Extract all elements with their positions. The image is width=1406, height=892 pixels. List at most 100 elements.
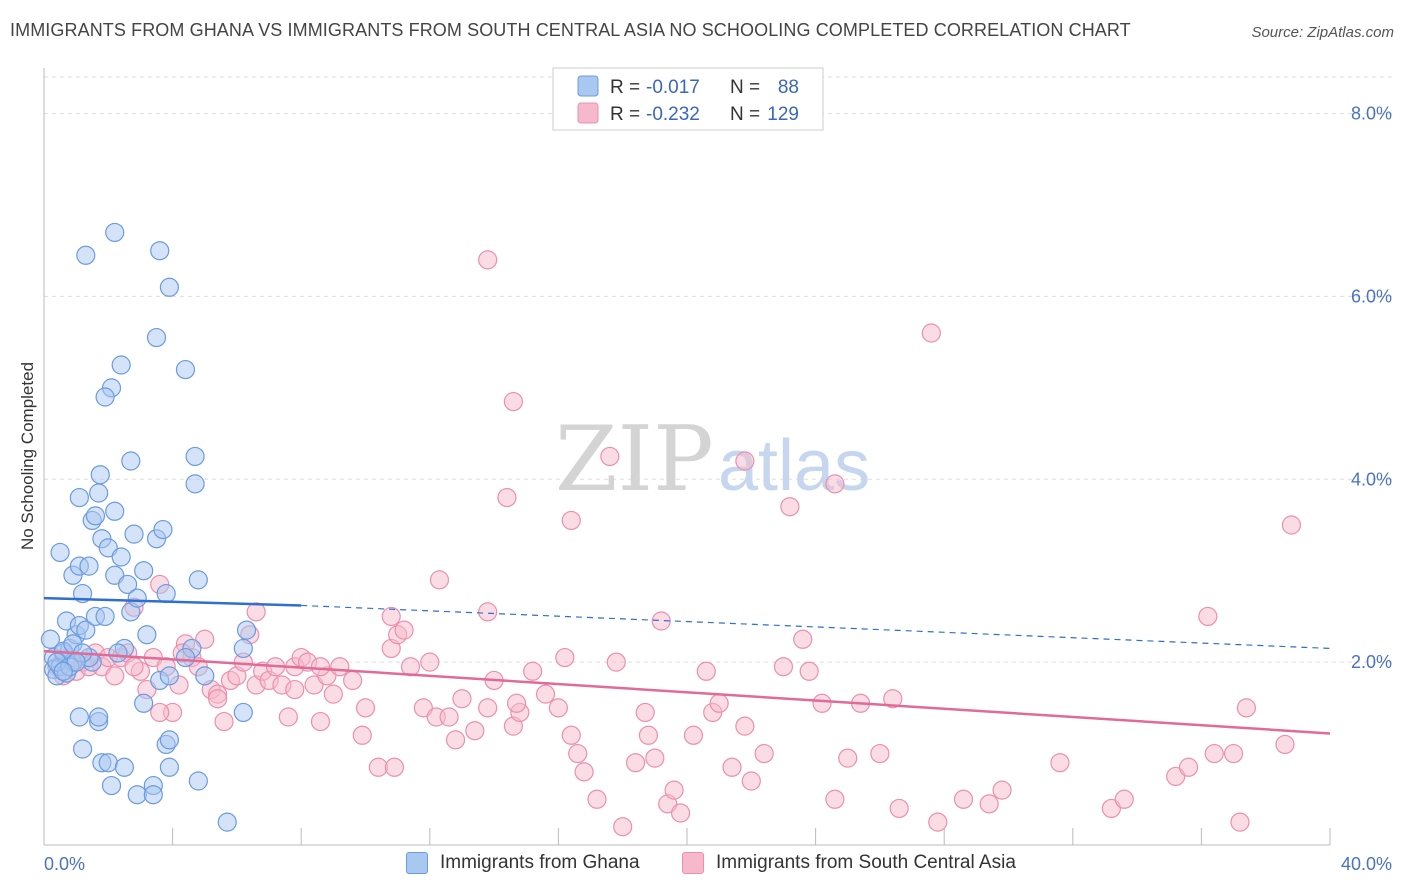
scatter-point-blue[interactable]	[117, 574, 138, 595]
scatter-point-pink[interactable]	[1178, 757, 1199, 777]
scatter-point-blue[interactable]	[159, 666, 179, 686]
scatter-point-pink[interactable]	[445, 730, 466, 750]
scatter-point-blue[interactable]	[233, 638, 253, 659]
scatter-point-pink[interactable]	[921, 323, 941, 343]
scatter-point-pink[interactable]	[613, 817, 633, 837]
scatter-point-pink[interactable]	[429, 570, 450, 590]
scatter-point-blue[interactable]	[40, 629, 61, 649]
scatter-point-pink[interactable]	[150, 702, 170, 723]
scatter-point-pink[interactable]	[330, 657, 350, 677]
scatter-point-pink[interactable]	[381, 606, 401, 627]
scatter-point-blue[interactable]	[114, 757, 134, 777]
scatter-point-blue[interactable]	[127, 588, 147, 608]
scatter-point-pink[interactable]	[825, 789, 845, 809]
scatter-point-blue[interactable]	[175, 359, 196, 380]
scatter-point-pink[interactable]	[497, 487, 517, 508]
scatter-point-blue[interactable]	[159, 757, 179, 777]
scatter-point-blue[interactable]	[134, 561, 154, 581]
scatter-point-pink[interactable]	[773, 657, 794, 677]
scatter-point-blue[interactable]	[127, 785, 147, 805]
scatter-point-pink[interactable]	[568, 743, 588, 764]
scatter-point-blue[interactable]	[53, 661, 73, 681]
scatter-point-pink[interactable]	[838, 748, 858, 768]
scatter-point-pink[interactable]	[625, 753, 646, 773]
scatter-point-pink[interactable]	[384, 757, 405, 777]
scatter-point-pink[interactable]	[208, 689, 228, 709]
scatter-point-blue[interactable]	[185, 474, 205, 494]
scatter-point-blue[interactable]	[188, 570, 208, 590]
scatter-point-pink[interactable]	[754, 743, 774, 764]
scatter-point-pink[interactable]	[465, 721, 485, 741]
scatter-point-pink[interactable]	[638, 725, 659, 745]
scatter-point-blue[interactable]	[146, 327, 167, 348]
scatter-point-pink[interactable]	[507, 693, 527, 713]
scatter-point-blue[interactable]	[121, 451, 141, 471]
scatter-point-pink[interactable]	[1230, 812, 1250, 832]
scatter-point-pink[interactable]	[439, 707, 459, 727]
scatter-point-pink[interactable]	[561, 725, 581, 745]
scatter-point-pink[interactable]	[979, 794, 999, 814]
scatter-point-blue[interactable]	[111, 355, 131, 375]
scatter-point-pink[interactable]	[503, 391, 523, 412]
scatter-point-pink[interactable]	[709, 693, 729, 713]
scatter-point-pink[interactable]	[1050, 753, 1070, 773]
scatter-point-pink[interactable]	[883, 689, 903, 709]
scatter-point-blue[interactable]	[195, 666, 215, 686]
scatter-point-pink[interactable]	[105, 666, 125, 686]
scatter-point-pink[interactable]	[343, 670, 363, 691]
scatter-point-pink[interactable]	[478, 698, 498, 718]
scatter-point-blue[interactable]	[236, 620, 257, 640]
scatter-point-pink[interactable]	[124, 657, 144, 677]
scatter-point-pink[interactable]	[696, 661, 716, 681]
scatter-point-blue[interactable]	[105, 222, 125, 243]
legend-item-sca[interactable]: Immigrants from South Central Asia	[682, 852, 1016, 874]
scatter-point-pink[interactable]	[1204, 743, 1224, 764]
scatter-point-pink[interactable]	[1198, 606, 1218, 627]
scatter-point-pink[interactable]	[793, 629, 813, 649]
scatter-point-pink[interactable]	[523, 661, 543, 681]
scatter-point-blue[interactable]	[79, 556, 99, 576]
scatter-point-blue[interactable]	[98, 753, 118, 773]
scatter-point-blue[interactable]	[85, 506, 106, 526]
scatter-point-blue[interactable]	[69, 487, 89, 508]
scatter-point-pink[interactable]	[645, 748, 665, 768]
scatter-point-pink[interactable]	[1114, 789, 1134, 809]
scatter-point-pink[interactable]	[246, 602, 266, 622]
scatter-point-pink[interactable]	[555, 647, 575, 668]
scatter-point-pink[interactable]	[741, 771, 761, 791]
scatter-point-blue[interactable]	[185, 446, 205, 467]
scatter-point-pink[interactable]	[214, 711, 234, 732]
scatter-point-blue[interactable]	[89, 707, 109, 727]
scatter-point-blue[interactable]	[50, 542, 70, 563]
scatter-point-pink[interactable]	[587, 789, 607, 809]
scatter-point-blue[interactable]	[159, 730, 179, 750]
scatter-point-pink[interactable]	[992, 780, 1012, 800]
scatter-point-pink[interactable]	[928, 812, 948, 832]
scatter-point-pink[interactable]	[323, 684, 343, 704]
scatter-point-pink[interactable]	[600, 446, 620, 467]
scatter-point-pink[interactable]	[735, 716, 755, 736]
scatter-point-pink[interactable]	[535, 684, 556, 704]
legend-item-ghana[interactable]: Immigrants from Ghana	[406, 852, 640, 874]
scatter-point-pink[interactable]	[285, 679, 305, 700]
scatter-point-pink[interactable]	[368, 757, 388, 777]
scatter-point-blue[interactable]	[150, 241, 170, 261]
scatter-point-pink[interactable]	[735, 451, 755, 471]
scatter-point-pink[interactable]	[670, 803, 691, 823]
scatter-point-blue[interactable]	[233, 702, 253, 723]
scatter-point-pink[interactable]	[953, 789, 974, 809]
scatter-point-pink[interactable]	[635, 702, 655, 723]
scatter-point-pink[interactable]	[355, 698, 376, 718]
scatter-point-pink[interactable]	[664, 780, 684, 800]
scatter-point-blue[interactable]	[124, 524, 144, 544]
scatter-point-blue[interactable]	[111, 547, 131, 567]
scatter-point-pink[interactable]	[574, 762, 594, 782]
scatter-point-pink[interactable]	[420, 652, 440, 672]
scatter-point-pink[interactable]	[1275, 734, 1295, 755]
scatter-point-pink[interactable]	[1223, 743, 1244, 764]
scatter-point-pink[interactable]	[870, 743, 890, 764]
scatter-point-blue[interactable]	[72, 739, 93, 759]
scatter-point-blue[interactable]	[105, 501, 125, 521]
scatter-point-pink[interactable]	[1281, 515, 1302, 535]
scatter-point-blue[interactable]	[153, 519, 173, 540]
